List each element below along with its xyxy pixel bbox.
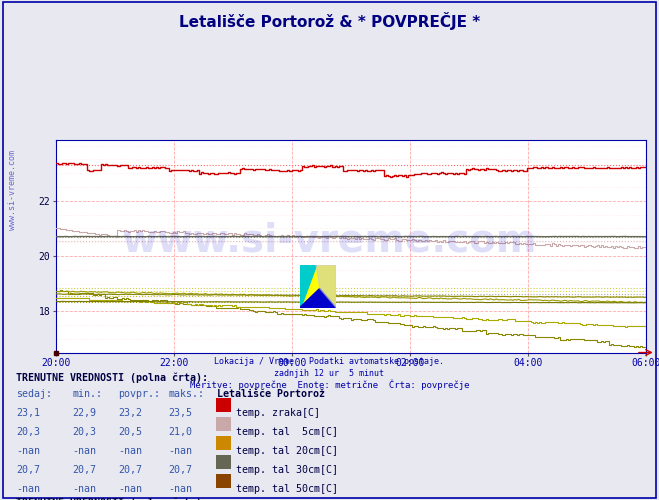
Text: -nan: -nan xyxy=(16,446,40,456)
Text: povpr.:: povpr.: xyxy=(119,388,161,398)
Polygon shape xyxy=(300,288,336,308)
Text: 20,7: 20,7 xyxy=(168,464,192,474)
Text: Letališče Portorož: Letališče Portorož xyxy=(217,388,326,398)
Text: -nan: -nan xyxy=(72,484,96,494)
Text: Letališče Portorož & * POVPREČJE *: Letališče Portorož & * POVPREČJE * xyxy=(179,12,480,30)
Text: -nan: -nan xyxy=(16,484,40,494)
Text: zadnjih 12 ur  5 minut: zadnjih 12 ur 5 minut xyxy=(275,368,384,378)
Text: 20,7: 20,7 xyxy=(119,464,142,474)
Polygon shape xyxy=(300,265,316,308)
Text: temp. tal 50cm[C]: temp. tal 50cm[C] xyxy=(236,484,338,494)
Text: 23,5: 23,5 xyxy=(168,408,192,418)
Text: TRENUTNE VREDNOSTI (polna črta):: TRENUTNE VREDNOSTI (polna črta): xyxy=(16,372,208,383)
Text: min.:: min.: xyxy=(72,388,103,398)
Text: 20,7: 20,7 xyxy=(16,464,40,474)
Text: temp. tal 30cm[C]: temp. tal 30cm[C] xyxy=(236,464,338,474)
Text: temp. zraka[C]: temp. zraka[C] xyxy=(236,408,320,418)
Text: -nan: -nan xyxy=(168,446,192,456)
Text: www.si-vreme.com: www.si-vreme.com xyxy=(8,150,17,230)
Text: 23,2: 23,2 xyxy=(119,408,142,418)
Text: temp. tal 20cm[C]: temp. tal 20cm[C] xyxy=(236,446,338,456)
Text: -nan: -nan xyxy=(72,446,96,456)
Polygon shape xyxy=(300,265,336,308)
Text: -nan: -nan xyxy=(168,484,192,494)
Text: 21,0: 21,0 xyxy=(168,426,192,436)
Text: 20,5: 20,5 xyxy=(119,426,142,436)
Text: 20,3: 20,3 xyxy=(16,426,40,436)
Polygon shape xyxy=(316,265,336,308)
Text: www.si-vreme.com: www.si-vreme.com xyxy=(122,221,537,259)
Text: Meritve: povprečne  Enote: metrične  Črta: povprečje: Meritve: povprečne Enote: metrične Črta:… xyxy=(190,380,469,390)
Text: Lokacija / Vreme · Podatki avtomatske postaje.: Lokacija / Vreme · Podatki avtomatske po… xyxy=(214,358,445,366)
Text: sedaj:: sedaj: xyxy=(16,388,53,398)
Text: -nan: -nan xyxy=(119,484,142,494)
Text: TRENUTNE VREDNOSTI (polna črta):: TRENUTNE VREDNOSTI (polna črta): xyxy=(16,498,208,500)
Text: 20,7: 20,7 xyxy=(72,464,96,474)
Text: maks.:: maks.: xyxy=(168,388,204,398)
Text: 20,3: 20,3 xyxy=(72,426,96,436)
Text: 23,1: 23,1 xyxy=(16,408,40,418)
Text: -nan: -nan xyxy=(119,446,142,456)
Text: temp. tal  5cm[C]: temp. tal 5cm[C] xyxy=(236,426,338,436)
Text: 22,9: 22,9 xyxy=(72,408,96,418)
